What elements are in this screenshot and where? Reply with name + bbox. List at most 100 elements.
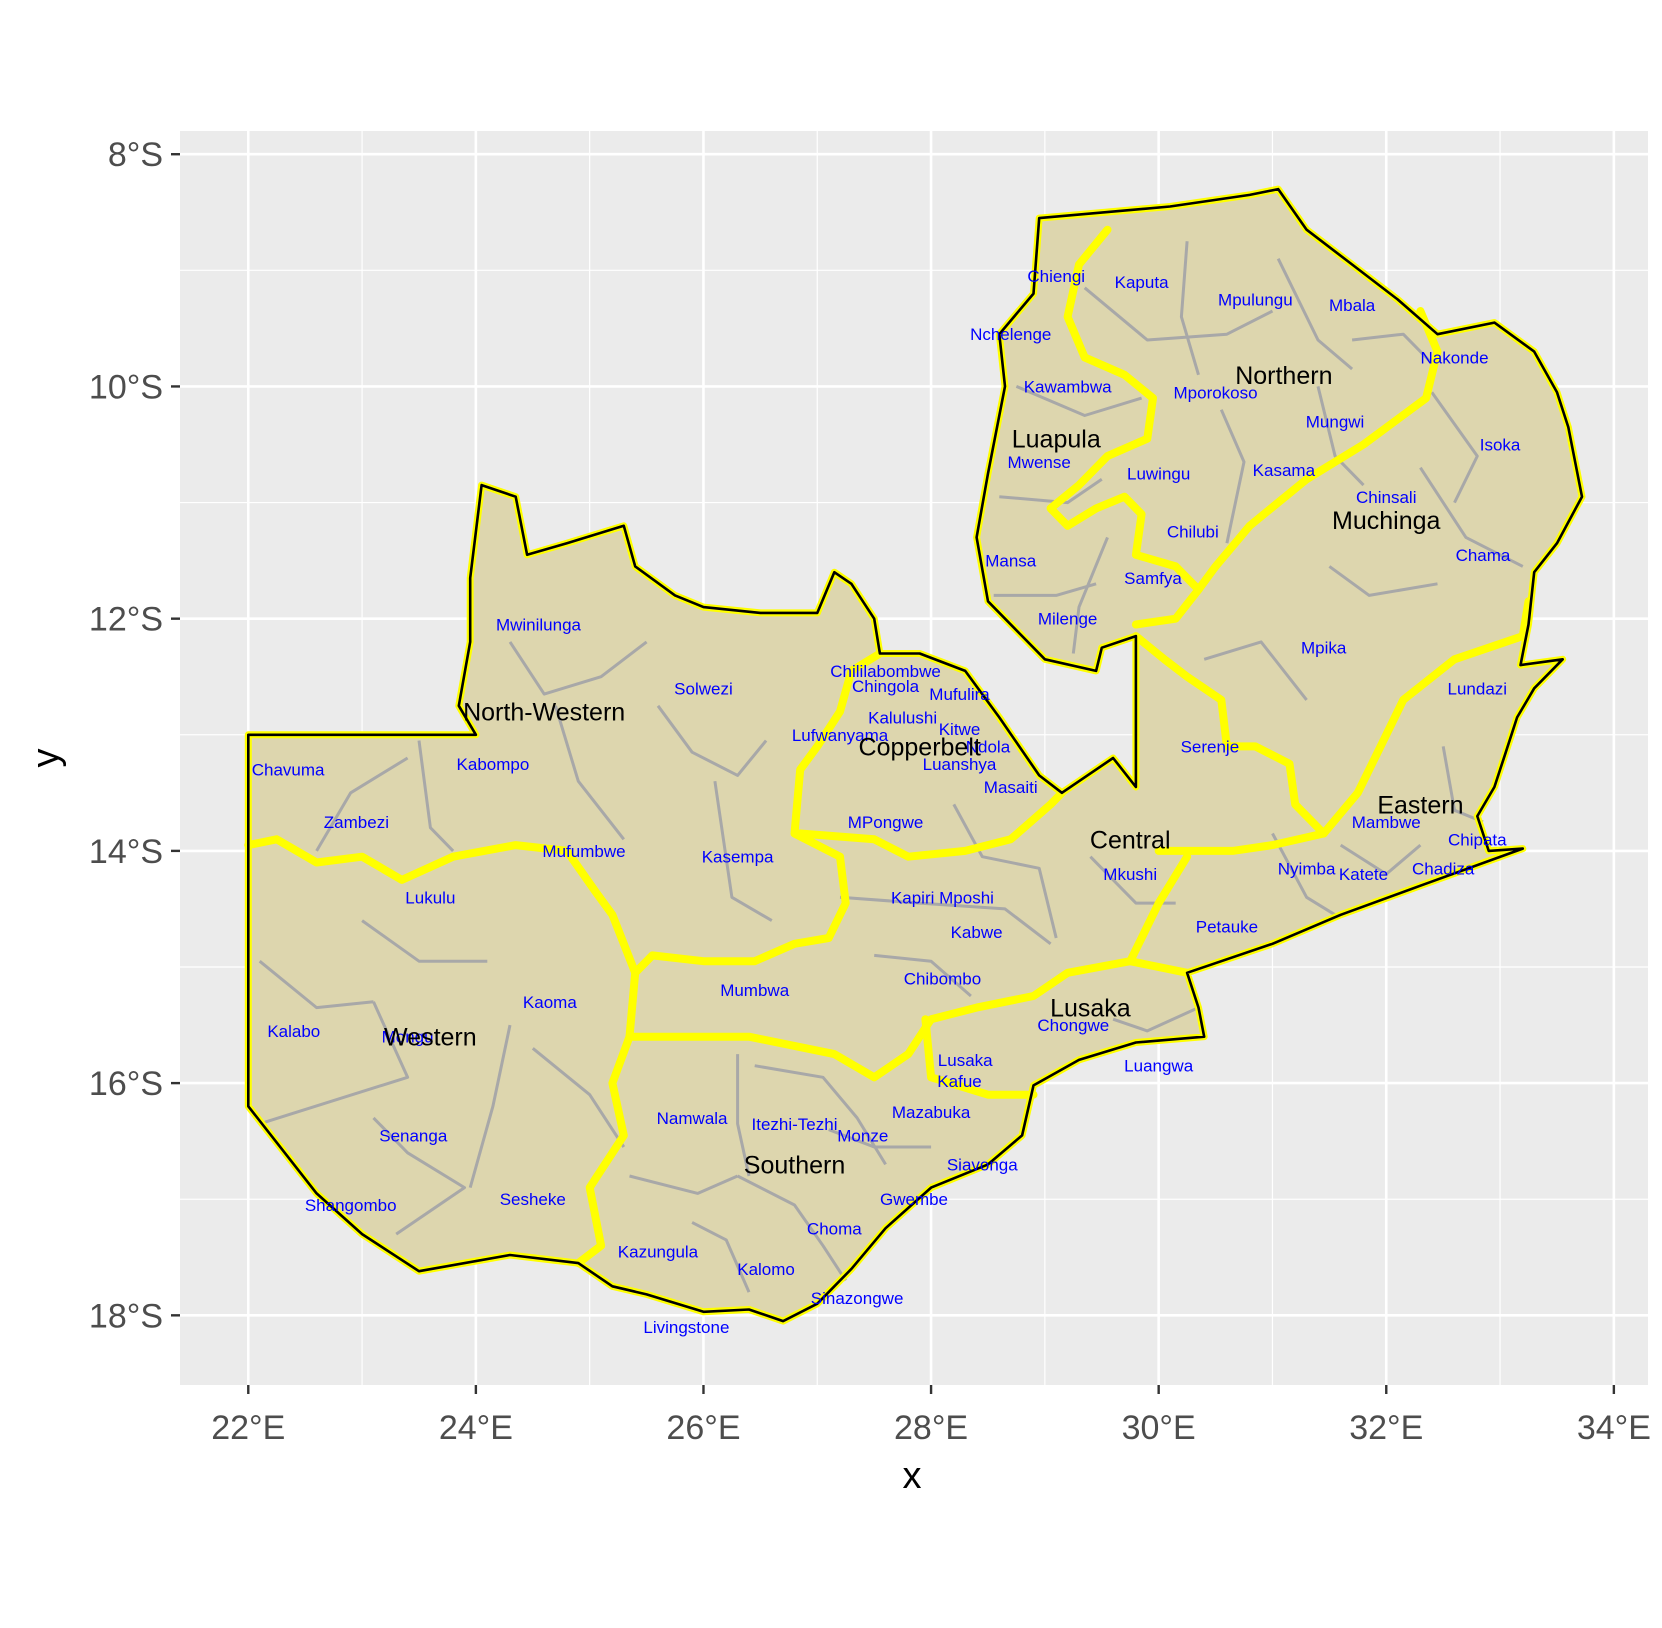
district-label: Solwezi xyxy=(674,679,733,698)
district-border xyxy=(1441,746,1484,824)
district-border xyxy=(828,1128,932,1149)
land-layer xyxy=(244,185,1586,1325)
province-border xyxy=(574,957,1135,1268)
district-label: Katete xyxy=(1339,865,1388,884)
district-label: Senanga xyxy=(379,1126,448,1145)
district-label: Lukulu xyxy=(405,888,455,907)
province-label: Central xyxy=(1090,826,1171,854)
district-label: Sesheke xyxy=(500,1190,566,1209)
district-border xyxy=(1112,1006,1200,1033)
district-border xyxy=(874,953,972,998)
district-label: Itezhi-Tezhi xyxy=(752,1115,838,1134)
district-label: Kaputa xyxy=(1115,273,1169,292)
district-label: Mansa xyxy=(985,552,1037,571)
province-borders xyxy=(244,225,1533,1268)
district-border xyxy=(952,803,1058,939)
x-tick-label: 34°E xyxy=(1577,1409,1651,1447)
district-label: Kapiri Mposhi xyxy=(891,888,994,907)
y-tick-label: 16°S xyxy=(89,1065,163,1103)
district-labels: Chiengi Kaputa Mpulungu Mbala Nchelenge Nakon… xyxy=(252,267,1521,1337)
province-border xyxy=(1131,632,1328,855)
district-label: Nchelenge xyxy=(970,325,1051,344)
district-label: Kalomo xyxy=(737,1260,795,1279)
district-border xyxy=(1015,385,1143,417)
district-border xyxy=(315,756,409,852)
district-label: Zambezi xyxy=(324,813,389,832)
district-label: Chadiza xyxy=(1412,859,1475,878)
district-label: Mazabuka xyxy=(892,1103,971,1122)
district-label: Mwense xyxy=(1008,453,1071,472)
district-label: Mufulira xyxy=(929,685,990,704)
district-label: Choma xyxy=(807,1219,862,1238)
district-label: Mpika xyxy=(1301,639,1347,658)
y-tick-label: 12°S xyxy=(89,601,163,639)
district-border xyxy=(736,1174,847,1282)
district-border xyxy=(1271,832,1336,917)
province-border xyxy=(1126,852,1192,977)
district-label: Luanshya xyxy=(923,755,997,774)
district-label: Ndola xyxy=(966,737,1011,756)
district-border xyxy=(736,1054,751,1177)
district-borders xyxy=(258,241,1524,1293)
district-label: Chingola xyxy=(852,677,920,696)
y-tick-label: 8°S xyxy=(108,136,163,174)
district-border xyxy=(417,740,455,852)
district-border xyxy=(1419,466,1524,568)
y-axis: 8°S 10°S 12°S 14°S 16°S 18°S xyxy=(89,136,180,1335)
district-border xyxy=(1351,332,1433,365)
district-label: Kitwe xyxy=(939,720,981,739)
province-label: Eastern xyxy=(1377,791,1463,819)
district-border xyxy=(713,780,773,922)
x-tick-label: 24°E xyxy=(439,1409,513,1447)
district-label: Livingstone xyxy=(643,1318,729,1337)
province-label: Luapula xyxy=(1012,426,1101,454)
province-label: North-Western xyxy=(463,699,625,727)
district-border xyxy=(656,704,768,777)
district-border xyxy=(1339,843,1422,876)
district-label: Luangwa xyxy=(1124,1057,1194,1076)
y-tick-label: 14°S xyxy=(89,833,163,871)
district-border xyxy=(839,895,1052,945)
district-label: Mongu xyxy=(382,1028,434,1047)
district-border xyxy=(1219,409,1246,544)
province-border xyxy=(796,788,1066,861)
district-border xyxy=(259,1001,410,1126)
district-border xyxy=(1430,391,1479,504)
y-axis-title: y xyxy=(25,749,67,768)
district-border xyxy=(1316,386,1365,487)
province-border xyxy=(921,1015,1038,1099)
x-axis: 22°E 24°E 26°E 28°E 30°E 32°E 34°E xyxy=(211,1385,1651,1447)
country-outline xyxy=(247,187,1584,1323)
province-label: Muchinga xyxy=(1332,507,1440,535)
district-label: Kalabo xyxy=(267,1022,320,1041)
district-label: Sinazongwe xyxy=(811,1289,904,1308)
district-border xyxy=(372,1116,466,1236)
district-label: Mumbwa xyxy=(720,981,790,1000)
district-label: Kasempa xyxy=(702,848,774,867)
district-border xyxy=(629,1174,739,1195)
district-label: Namwala xyxy=(657,1109,728,1128)
x-tick-label: 26°E xyxy=(666,1409,740,1447)
district-label: Nakonde xyxy=(1421,348,1489,367)
district-border xyxy=(999,478,1103,505)
district-label: Chililabombwe xyxy=(830,662,941,681)
province-label: Western xyxy=(384,1024,477,1052)
district-label: Nyimba xyxy=(1278,859,1336,878)
district-label: Chavuma xyxy=(252,761,325,780)
province-label: Southern xyxy=(744,1151,845,1179)
province-border xyxy=(1194,307,1442,594)
district-label: Mbala xyxy=(1329,296,1376,315)
province-label: Copperbelt xyxy=(859,733,981,761)
province-border xyxy=(625,852,850,1041)
district-border xyxy=(1328,565,1438,597)
district-label: Kalulushi xyxy=(868,708,937,727)
district-label: Mpulungu xyxy=(1218,290,1293,309)
y-tick-label: 18°S xyxy=(89,1297,163,1335)
district-label: Mungwi xyxy=(1306,412,1365,431)
district-label: Lundazi xyxy=(1448,679,1508,698)
x-axis-title: x xyxy=(903,1455,922,1497)
district-border xyxy=(508,640,648,696)
district-border xyxy=(1071,536,1109,654)
district-border xyxy=(531,1047,626,1148)
x-tick-label: 28°E xyxy=(894,1409,968,1447)
